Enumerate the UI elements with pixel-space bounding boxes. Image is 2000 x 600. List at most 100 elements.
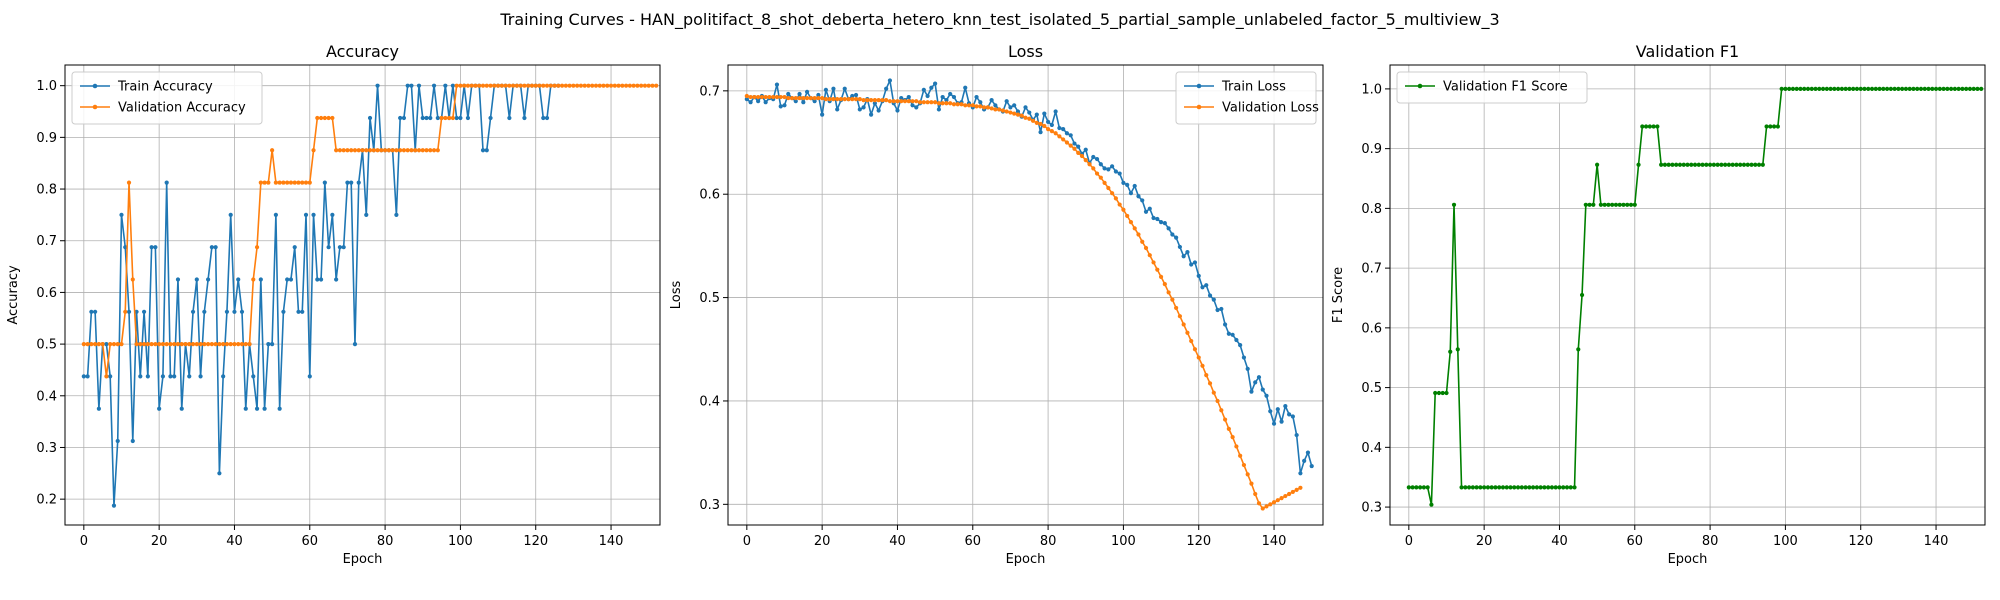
data-point bbox=[1715, 162, 1720, 167]
y-tick-label: 0.3 bbox=[699, 498, 720, 513]
data-point bbox=[153, 245, 158, 250]
data-point bbox=[1030, 118, 1036, 123]
data-point bbox=[838, 97, 844, 102]
data-point bbox=[1926, 86, 1931, 91]
data-point bbox=[921, 87, 926, 92]
data-point bbox=[307, 374, 312, 379]
data-point bbox=[1204, 283, 1209, 288]
data-point bbox=[963, 103, 968, 108]
data-point bbox=[96, 406, 101, 411]
data-point bbox=[929, 85, 934, 90]
data-point bbox=[899, 99, 904, 104]
data-point bbox=[1651, 124, 1656, 129]
data-point bbox=[518, 83, 523, 88]
data-point bbox=[944, 101, 949, 106]
data-point bbox=[1862, 86, 1867, 91]
data-point bbox=[1215, 307, 1220, 313]
data-point bbox=[948, 91, 953, 97]
data-point bbox=[861, 98, 866, 103]
data-point bbox=[1076, 144, 1081, 149]
data-point bbox=[1707, 162, 1713, 167]
data-point bbox=[416, 83, 422, 88]
data-point bbox=[1455, 347, 1460, 352]
x-tick-label: 100 bbox=[1111, 534, 1136, 549]
data-point bbox=[1162, 282, 1167, 287]
data-point bbox=[1854, 86, 1860, 91]
data-point bbox=[895, 99, 900, 104]
data-point bbox=[1053, 109, 1058, 114]
data-point bbox=[243, 342, 248, 347]
data-point bbox=[1185, 330, 1190, 335]
data-point bbox=[1971, 86, 1976, 91]
x-tick-label: 100 bbox=[1773, 534, 1798, 549]
data-point bbox=[1298, 471, 1303, 476]
data-point bbox=[1110, 164, 1115, 169]
data-point bbox=[1207, 381, 1213, 386]
data-point bbox=[428, 148, 433, 153]
y-axis-label: F1 Score bbox=[1331, 267, 1346, 323]
data-point bbox=[1287, 412, 1292, 417]
data-point bbox=[850, 97, 855, 102]
axes-frame bbox=[64, 64, 661, 526]
data-point bbox=[1283, 493, 1288, 499]
data-point bbox=[1170, 297, 1175, 302]
data-point bbox=[906, 99, 911, 104]
data-point bbox=[1140, 239, 1145, 244]
data-point bbox=[108, 374, 113, 379]
data-point bbox=[221, 342, 226, 347]
chart-panel-1: 0 20 40 60 80 100 120 140 0.2 0.3 0.4 0.5 0.6 0.7 0.8 0… bbox=[6, 42, 661, 567]
data-point bbox=[559, 83, 565, 88]
data-point bbox=[1595, 162, 1600, 167]
data-point bbox=[458, 83, 463, 88]
data-point bbox=[1466, 485, 1472, 490]
data-point bbox=[115, 438, 120, 444]
data-point bbox=[458, 115, 463, 121]
data-point bbox=[748, 94, 753, 100]
data-point bbox=[831, 97, 836, 102]
data-point bbox=[232, 342, 237, 347]
data-point bbox=[1933, 86, 1939, 91]
data-point bbox=[1824, 86, 1829, 91]
data-point bbox=[1309, 463, 1314, 469]
data-point bbox=[1015, 112, 1021, 117]
data-point bbox=[409, 148, 414, 153]
data-point bbox=[793, 95, 798, 101]
data-point bbox=[1079, 153, 1085, 159]
data-point bbox=[93, 342, 98, 347]
data-point bbox=[1061, 126, 1066, 132]
data-point bbox=[1790, 86, 1796, 91]
data-point bbox=[1813, 86, 1818, 91]
data-point bbox=[270, 148, 275, 153]
data-point bbox=[1689, 162, 1694, 167]
data-point bbox=[334, 277, 339, 282]
y-tick-label: 0.6 bbox=[699, 188, 720, 203]
x-tick-label: 80 bbox=[1702, 534, 1719, 549]
y-tick-label: 0.2 bbox=[36, 493, 57, 508]
data-point bbox=[1106, 185, 1111, 191]
data-point bbox=[853, 92, 859, 98]
data-point bbox=[175, 277, 181, 282]
data-point bbox=[1851, 86, 1856, 91]
data-point bbox=[1008, 110, 1013, 115]
data-point bbox=[1414, 485, 1419, 490]
data-point bbox=[431, 83, 437, 88]
data-point bbox=[202, 342, 207, 347]
data-point bbox=[349, 148, 354, 153]
data-point bbox=[1561, 485, 1566, 490]
y-tick-label: 0.3 bbox=[1361, 501, 1382, 516]
data-point bbox=[1463, 485, 1468, 490]
data-point bbox=[944, 98, 949, 103]
data-point bbox=[119, 342, 124, 347]
charts-container: 0 20 40 60 80 100 120 1400.20.30.40.50.60.70.80… bbox=[6, 42, 1986, 567]
data-point bbox=[1579, 292, 1585, 298]
data-point bbox=[251, 277, 256, 282]
data-point bbox=[1207, 293, 1213, 298]
data-point bbox=[808, 95, 813, 101]
data-point bbox=[1967, 86, 1973, 91]
data-point bbox=[548, 83, 553, 88]
series-validation-accuracy bbox=[81, 83, 659, 379]
data-point bbox=[386, 148, 391, 153]
data-point bbox=[1015, 109, 1021, 114]
data-point bbox=[763, 94, 768, 100]
